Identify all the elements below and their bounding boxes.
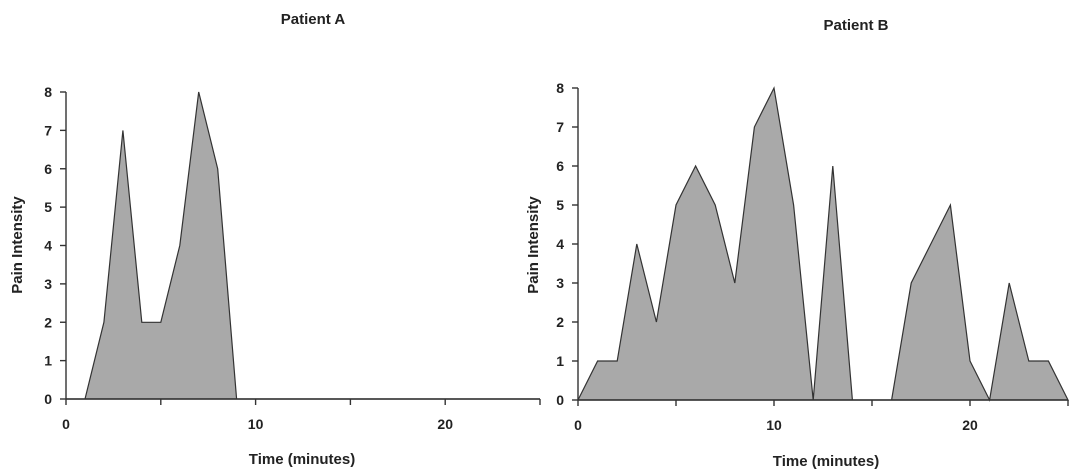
y-tick-label: 6 — [556, 158, 564, 174]
panel-patient-b: 0 1 2 3 4 5 6 7 8 0 10 20 Patient B Time (minutes) Pai… — [525, 17, 1069, 469]
y-tick-label: 1 — [556, 353, 564, 369]
x-axis-label: Time (minutes) — [249, 451, 355, 468]
y-tick-label: 0 — [556, 392, 564, 408]
y-tick-label: 3 — [556, 275, 564, 291]
area-series — [577, 86, 1069, 402]
y-tick-label: 8 — [44, 84, 52, 100]
y-tick-label: 3 — [44, 276, 52, 292]
y-tick-label: 7 — [556, 119, 564, 135]
y-tick-label: 2 — [44, 314, 52, 330]
x-tick-label: 20 — [437, 416, 453, 432]
y-tick-label: 0 — [44, 391, 52, 407]
y-tick-label: 1 — [44, 353, 52, 369]
y-tick-label: 7 — [44, 122, 52, 138]
x-axis-label: Time (minutes) — [773, 453, 879, 469]
y-tick-label: 8 — [556, 80, 564, 96]
x-tick-label: 10 — [248, 416, 264, 432]
y-tick-label: 4 — [44, 238, 52, 254]
chart-title: Patient B — [823, 17, 888, 34]
x-tick-label: 0 — [574, 417, 582, 433]
x-tick-label: 10 — [766, 417, 782, 433]
y-axis-label: Pain Intensity — [9, 196, 26, 294]
x-tick-label: 0 — [62, 416, 70, 432]
x-tick-label: 20 — [962, 417, 978, 433]
y-axis-label: Pain Intensity — [525, 196, 542, 294]
chart-title: Patient A — [281, 11, 346, 28]
panel-patient-a: 0 1 2 3 4 5 6 7 8 0 10 20 Patient A Time (minutes) Pai… — [9, 11, 541, 468]
y-tick-label: 2 — [556, 314, 564, 330]
y-tick-label: 6 — [44, 161, 52, 177]
area-series — [66, 91, 540, 400]
y-tick-label: 5 — [556, 197, 564, 213]
y-tick-label: 5 — [44, 199, 52, 215]
y-tick-label: 4 — [556, 236, 564, 252]
